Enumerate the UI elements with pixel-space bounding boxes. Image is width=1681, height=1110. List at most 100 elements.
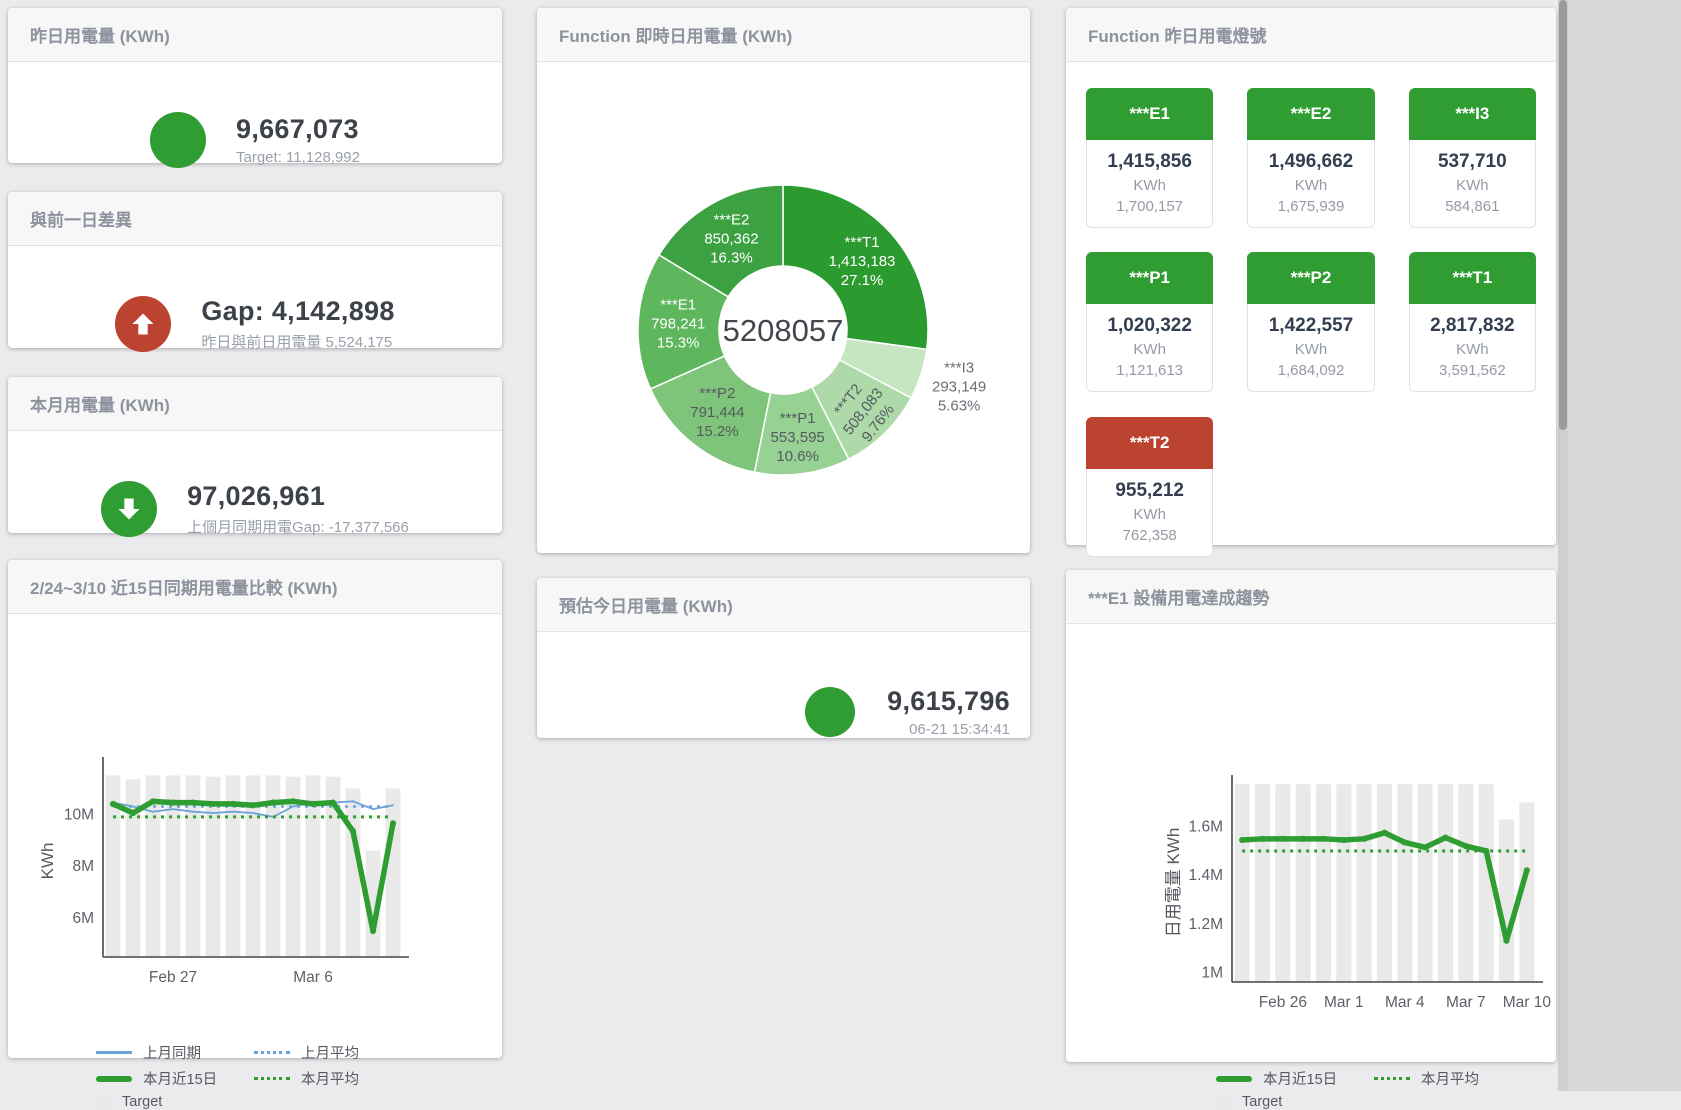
- arrow-down-circle-icon: [101, 481, 158, 537]
- card-compare-title: 2/24~3/10 近15日同期用電量比較 (KWh): [8, 560, 502, 614]
- status-circle-icon: [150, 111, 206, 168]
- tile-label: ***E1: [1129, 104, 1170, 123]
- light-tile-header: ***P2: [1247, 252, 1375, 305]
- trend-chart-legend: 本月近15日 本月平均 Target: [1216, 1068, 1532, 1110]
- light-tile-header: ***E2: [1247, 88, 1375, 140]
- day-gap-kpi: Gap: 4,142,898 昨日與前日用電量 5,524,175: [8, 246, 502, 402]
- legend-item-this-month-average: 本月平均: [254, 1068, 412, 1089]
- tile-unit: KWh: [1294, 177, 1328, 194]
- light-tile-body: 537,710 KWh 584,861: [1408, 140, 1536, 228]
- tile-unit: KWh: [1133, 341, 1166, 359]
- light-tile-header: ***P1: [1086, 252, 1214, 305]
- card-title-text: 昨日用電量 (KWh): [30, 27, 170, 46]
- card-yesterday-usage: 昨日用電量 (KWh) 9,667,073 Target: 11,128,992: [8, 8, 502, 168]
- tile-value: 1,020,322: [1107, 315, 1192, 337]
- card-month-usage-title: 本月用電量 (KWh): [8, 377, 502, 431]
- tile-label: ***P1: [1129, 268, 1170, 288]
- estimate-timestamp: 06-21 15:34:41: [909, 721, 1010, 738]
- tile-value: 1,422,557: [1268, 315, 1354, 337]
- light-tile-t1: ***T1 2,817,832 KWh 3,591,562: [1408, 252, 1536, 406]
- svg-text:Mar 4: Mar 4: [1385, 994, 1425, 1011]
- light-tile-e2: ***E2 1,496,662 KWh 1,675,939: [1247, 88, 1375, 242]
- light-tiles-grid: ***E1 1,415,856 KWh 1,700,157 ***E2 1,49…: [1066, 62, 1556, 571]
- tile-unit: KWh: [1456, 341, 1489, 359]
- yesterday-usage-value: 9,667,073: [236, 113, 359, 144]
- light-tile-header: ***I3: [1408, 88, 1536, 140]
- card-title-text: 本月用電量 (KWh): [30, 396, 170, 415]
- legend-label: 本月近15日: [143, 1072, 218, 1088]
- card-estimate-title: 預估今日用電量 (KWh): [537, 578, 1030, 632]
- compare-chart-legend: 上月同期 上月平均 本月近15日 本月平均: [96, 1042, 412, 1110]
- legend-label: 上月同期: [143, 1046, 201, 1062]
- tile-value: 1,496,662: [1268, 151, 1354, 172]
- light-tile-header: ***T2: [1086, 416, 1214, 469]
- tile-target-value: 1,700,157: [1116, 198, 1184, 215]
- tile-value: 2,817,832: [1430, 315, 1515, 337]
- legend-label: Target: [122, 1094, 163, 1110]
- tile-target-value: 1,684,092: [1277, 362, 1345, 380]
- svg-text:Mar 10: Mar 10: [1503, 994, 1552, 1011]
- light-tile-body: 1,415,856 KWh 1,700,157: [1086, 140, 1214, 228]
- card-today-estimate: 預估今日用電量 (KWh) 9,615,796 06-21 15:34:41: [537, 578, 1030, 738]
- legend-dots-swatch: [254, 1051, 290, 1054]
- legend-label: 本月平均: [1421, 1072, 1479, 1088]
- estimate-value: 9,615,796: [887, 686, 1010, 716]
- light-tile-body: 955,212 KWh 762,358: [1086, 468, 1214, 557]
- light-tile-e1: ***E1 1,415,856 KWh 1,700,157: [1086, 88, 1214, 242]
- legend-square-swatch: [96, 1094, 111, 1110]
- tile-label: ***E2: [1290, 104, 1332, 123]
- legend-label: 本月平均: [301, 1072, 359, 1088]
- light-tile-body: 2,817,832 KWh 3,591,562: [1408, 304, 1536, 393]
- tile-label: ***I3: [1455, 104, 1490, 123]
- svg-text:Mar 1: Mar 1: [1324, 994, 1364, 1011]
- svg-text:Mar 7: Mar 7: [1446, 994, 1486, 1011]
- legend-item-target: Target: [96, 1094, 254, 1110]
- svg-text:Feb 27: Feb 27: [149, 969, 197, 986]
- card-lights-title: Function 昨日用電燈號: [1066, 8, 1556, 62]
- tile-unit: KWh: [1133, 505, 1166, 523]
- light-tile-header: ***T1: [1408, 252, 1536, 305]
- status-circle-icon: [805, 687, 856, 737]
- tile-target-value: 584,861: [1445, 198, 1500, 215]
- scrollbar-thumb[interactable]: [1559, 0, 1567, 430]
- card-month-usage: 本月用電量 (KWh) 97,026,961 上個月同期用電Gap: -17,3…: [8, 377, 502, 537]
- card-title-text: ***E1 設備用電達成趨勢: [1088, 589, 1270, 608]
- legend-label: 本月近15日: [1263, 1072, 1338, 1088]
- light-tile-p1: ***P1 1,020,322 KWh 1,121,613: [1086, 252, 1214, 406]
- light-tile-body: 1,496,662 KWh 1,675,939: [1247, 140, 1375, 228]
- svg-text:1.6M: 1.6M: [1189, 819, 1223, 836]
- legend-line-swatch: [96, 1051, 132, 1054]
- tile-target-value: 762,358: [1122, 526, 1177, 544]
- light-tile-body: 1,422,557 KWh 1,684,092: [1247, 304, 1375, 393]
- arrow-up-circle-icon: [115, 296, 172, 352]
- tile-label: ***T2: [1129, 432, 1170, 452]
- tile-unit: KWh: [1456, 177, 1489, 194]
- svg-text:1M: 1M: [1201, 964, 1223, 981]
- legend-thick-line-swatch: [1216, 1075, 1252, 1082]
- legend-item-this-month-15days: 本月近15日: [1216, 1068, 1374, 1089]
- card-title-text: 2/24~3/10 近15日同期用電量比較 (KWh): [30, 579, 338, 598]
- tile-target-value: 1,121,613: [1116, 362, 1184, 380]
- light-tile-t2: ***T2 955,212 KWh 762,358: [1086, 416, 1214, 571]
- trend-chart-body: 1M 1.2M 1.4M 1.6M Feb 26 Mar 1 Mar 4 Mar 7 Mar 1…: [1066, 624, 1556, 1110]
- compare-line-chart: 6M 8M 10M Feb 27 Mar 6 KWh: [38, 757, 409, 986]
- legend-item-last-month-same-period: 上月同期: [96, 1042, 254, 1063]
- vertical-scrollbar[interactable]: [1558, 0, 1568, 1091]
- realtime-donut-body: ***T1 1,413,183 27.1% ***I3 293,149 5.63% ***T…: [537, 62, 1030, 553]
- legend-dots-swatch: [1374, 1077, 1410, 1080]
- legend-label: Target: [1242, 1094, 1283, 1110]
- tile-label: ***P2: [1290, 268, 1332, 288]
- card-title-text: 預估今日用電量 (KWh): [559, 597, 733, 616]
- tile-value: 1,415,856: [1107, 151, 1192, 172]
- card-yesterday-title: 昨日用電量 (KWh): [8, 8, 502, 62]
- card-day-gap: 與前一日差異 Gap: 4,142,898 昨日與前日用電量 5,524,175: [8, 192, 502, 352]
- legend-square-swatch: [1216, 1094, 1231, 1110]
- card-day-gap-title: 與前一日差異: [8, 192, 502, 246]
- day-gap-value: Gap: 4,142,898: [201, 296, 395, 326]
- light-tile-body: 1,020,322 KWh 1,121,613: [1086, 304, 1214, 393]
- legend-label: 上月平均: [301, 1046, 359, 1062]
- svg-text:8M: 8M: [72, 858, 94, 875]
